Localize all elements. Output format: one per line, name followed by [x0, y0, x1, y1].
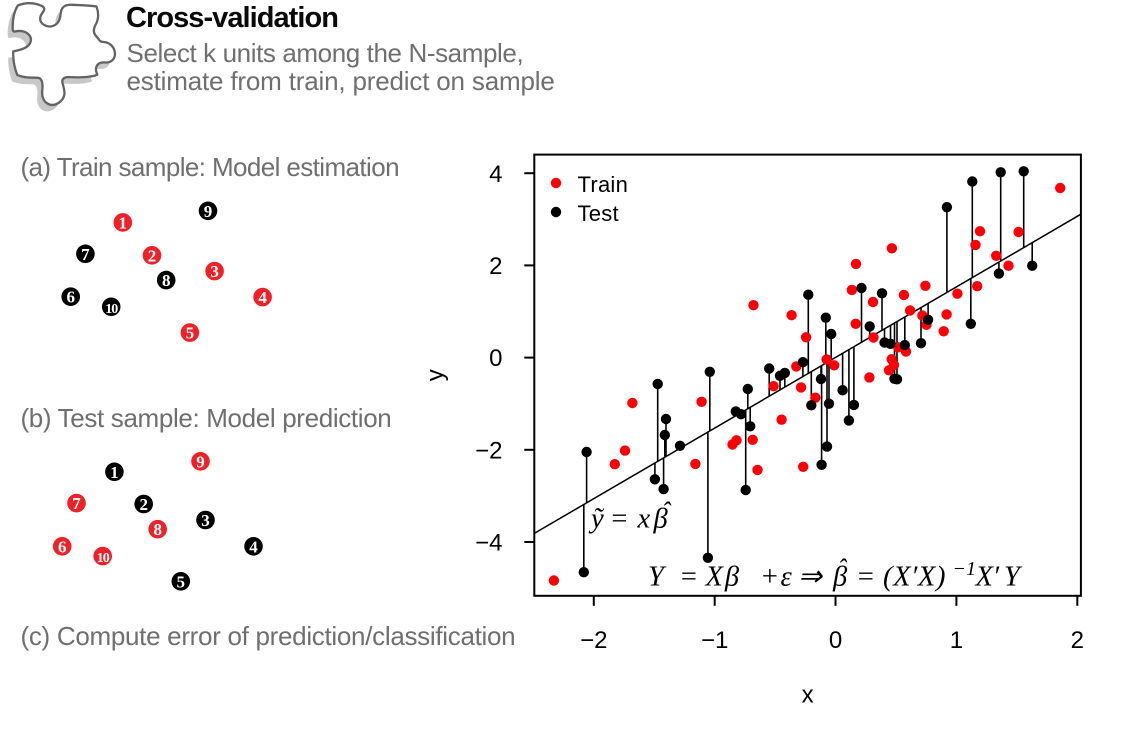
svg-text:ˆ: ˆ [662, 497, 672, 526]
svg-text:β: β [832, 562, 848, 593]
svg-text:2: 2 [139, 495, 148, 514]
svg-text:5: 5 [177, 572, 186, 591]
svg-text:10: 10 [105, 302, 118, 317]
svg-text:Train: Train [578, 172, 629, 197]
svg-text:β: β [653, 504, 669, 535]
svg-text:+: + [760, 562, 779, 593]
svg-text:X′: X′ [975, 562, 1000, 593]
svg-text:6: 6 [58, 537, 67, 556]
svg-text:Xβ: Xβ [705, 562, 742, 593]
svg-text:8: 8 [162, 271, 171, 290]
svg-text:=: = [610, 504, 629, 535]
svg-text:2: 2 [489, 253, 502, 280]
svg-text:2: 2 [148, 246, 157, 265]
svg-text:4: 4 [249, 537, 258, 556]
svg-text:9: 9 [204, 202, 213, 221]
svg-text:3: 3 [201, 511, 210, 530]
svg-text:1: 1 [950, 627, 963, 654]
svg-text:2: 2 [1071, 627, 1084, 654]
svg-text:ỹ: ỹ [588, 504, 605, 535]
svg-text:−1: −1 [701, 627, 728, 654]
svg-text:0: 0 [489, 345, 502, 372]
svg-text:Y: Y [1004, 562, 1023, 593]
svg-text:6: 6 [66, 288, 75, 307]
svg-text:ˆ: ˆ [838, 554, 848, 583]
svg-text:(X′X): (X′X) [883, 562, 946, 593]
svg-text:Test: Test [578, 201, 619, 226]
svg-text:y: y [422, 369, 449, 381]
svg-text:⇒: ⇒ [798, 562, 823, 593]
svg-text:7: 7 [72, 494, 81, 513]
svg-text:Y: Y [648, 562, 667, 593]
svg-text:5: 5 [186, 324, 195, 343]
svg-text:3: 3 [210, 262, 219, 281]
svg-text:9: 9 [196, 452, 205, 471]
svg-text:x: x [637, 504, 651, 535]
svg-text:7: 7 [81, 245, 90, 264]
svg-text:8: 8 [153, 520, 162, 539]
svg-text:4: 4 [258, 288, 267, 307]
svg-text:−4: −4 [475, 530, 502, 557]
svg-text:−1: −1 [953, 558, 977, 580]
svg-text:=: = [679, 562, 698, 593]
svg-text:1: 1 [119, 213, 128, 232]
svg-text:4: 4 [489, 161, 502, 188]
svg-text:1: 1 [110, 463, 119, 482]
svg-text:=: = [856, 562, 875, 593]
svg-text:ε: ε [781, 562, 793, 593]
svg-text:−2: −2 [580, 627, 607, 654]
svg-text:0: 0 [829, 627, 842, 654]
svg-text:−2: −2 [475, 437, 502, 464]
svg-text:10: 10 [97, 551, 110, 566]
svg-text:x: x [802, 682, 814, 709]
